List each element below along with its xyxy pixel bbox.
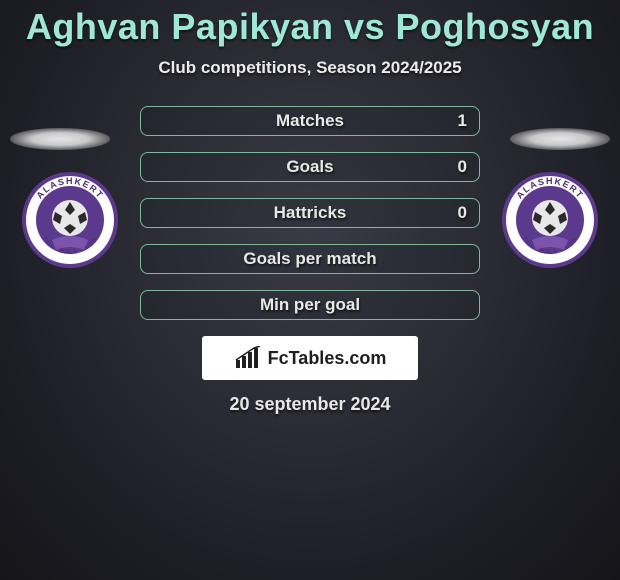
stat-label: Goals per match (243, 249, 376, 269)
stat-row-matches: Matches 1 (140, 106, 480, 136)
alashkert-badge-icon: ALASHKERT FOOTBALL CLUB (500, 170, 600, 270)
stat-value: 1 (458, 111, 467, 131)
brand-box: FcTables.com (202, 336, 418, 380)
stat-label: Min per goal (260, 295, 360, 315)
date-label: 20 september 2024 (0, 394, 620, 415)
club-logo-left: ALASHKERT FOOTBALL CLUB (20, 170, 120, 270)
page-title: Aghvan Papikyan vs Poghosyan (0, 6, 620, 48)
stat-row-goals: Goals 0 (140, 152, 480, 182)
comparison-card: Aghvan Papikyan vs Poghosyan Club compet… (0, 0, 620, 580)
alashkert-badge-icon: ALASHKERT FOOTBALL CLUB (20, 170, 120, 270)
stat-row-goals-per-match: Goals per match (140, 244, 480, 274)
stat-label: Matches (276, 111, 344, 131)
player-shadow-right (510, 128, 610, 150)
club-logo-right: ALASHKERT FOOTBALL CLUB (500, 170, 600, 270)
subtitle: Club competitions, Season 2024/2025 (0, 58, 620, 78)
brand-label: FcTables.com (268, 348, 387, 369)
stat-label: Hattricks (274, 203, 347, 223)
bar-chart-icon (234, 346, 262, 370)
stat-row-hattricks: Hattricks 0 (140, 198, 480, 228)
stat-row-min-per-goal: Min per goal (140, 290, 480, 320)
player-shadow-left (10, 128, 110, 150)
stat-value: 0 (458, 203, 467, 223)
stat-label: Goals (286, 157, 333, 177)
stat-value: 0 (458, 157, 467, 177)
stats-list: Matches 1 Goals 0 Hattricks 0 Goals per … (140, 106, 480, 320)
